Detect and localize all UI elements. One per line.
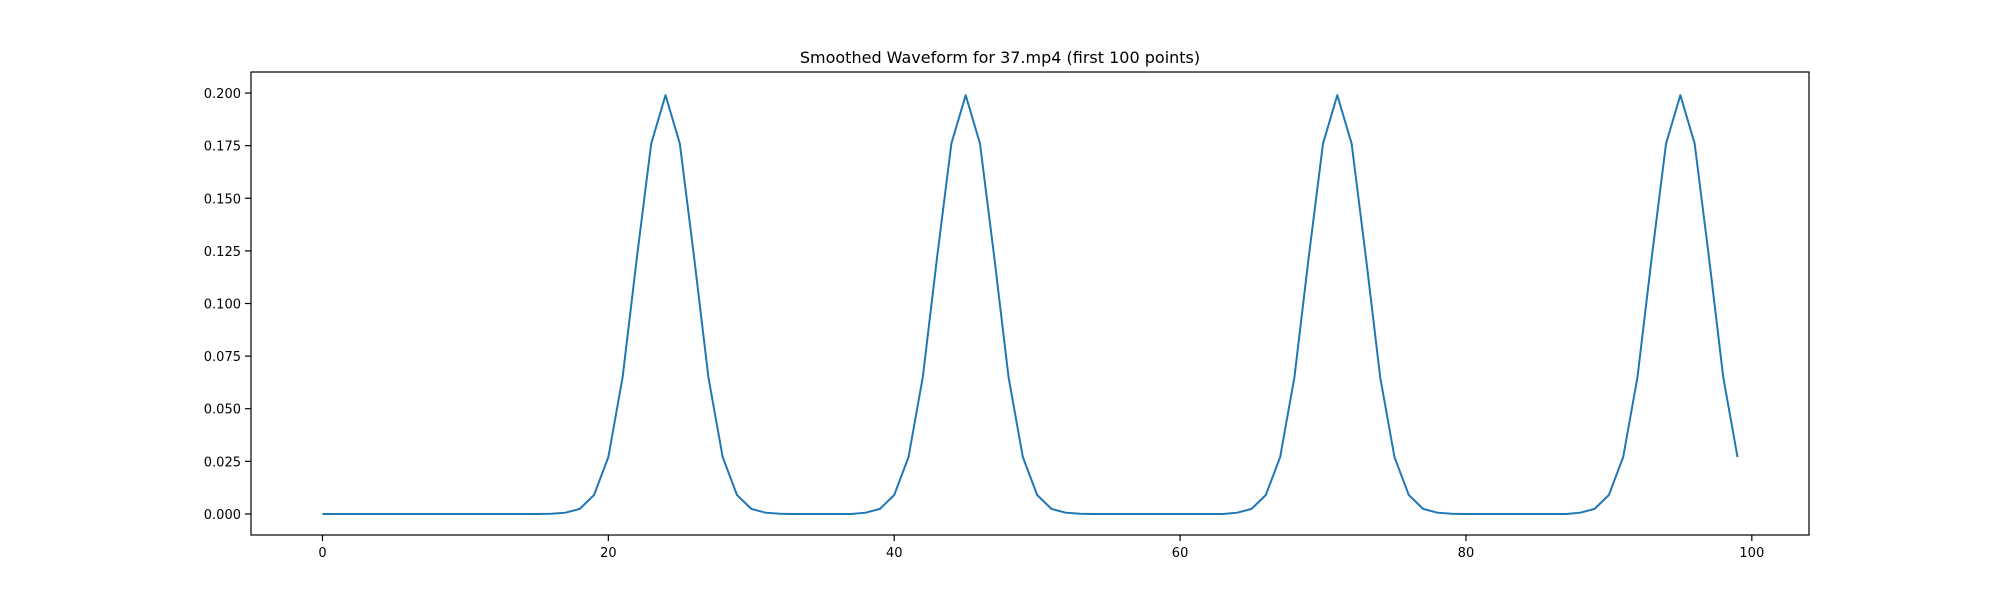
y-tick-label: 0.000 [204, 508, 241, 523]
axes-frame [250, 71, 1810, 536]
y-tick-label: 0.125 [204, 245, 241, 260]
y-tick-label: 0.150 [204, 192, 241, 207]
x-tick-label: 80 [1458, 546, 1475, 561]
x-tick-label: 100 [1739, 546, 1764, 561]
chart-title: Smoothed Waveform for 37.mp4 (first 100 … [800, 48, 1200, 67]
y-tick-label: 0.025 [204, 455, 241, 470]
y-tick-label: 0.075 [204, 350, 241, 365]
y-tick-label: 0.050 [204, 403, 241, 418]
x-tick-label: 40 [886, 546, 903, 561]
series-line-0 [322, 94, 1739, 515]
x-tick-label: 20 [600, 546, 617, 561]
x-tick-label: 60 [1172, 546, 1189, 561]
y-tick-label: 0.175 [204, 140, 241, 155]
plot-area [250, 71, 1810, 536]
y-tick-label: 0.200 [204, 87, 241, 102]
x-tick-label: 0 [318, 546, 326, 561]
y-tick-label: 0.100 [204, 298, 241, 313]
y-axis: 0.000 0.025 0.050 0.075 0.100 0.125 0.150 0.175… [204, 87, 251, 523]
x-axis: 0 20 40 60 80 100 [318, 535, 1764, 561]
